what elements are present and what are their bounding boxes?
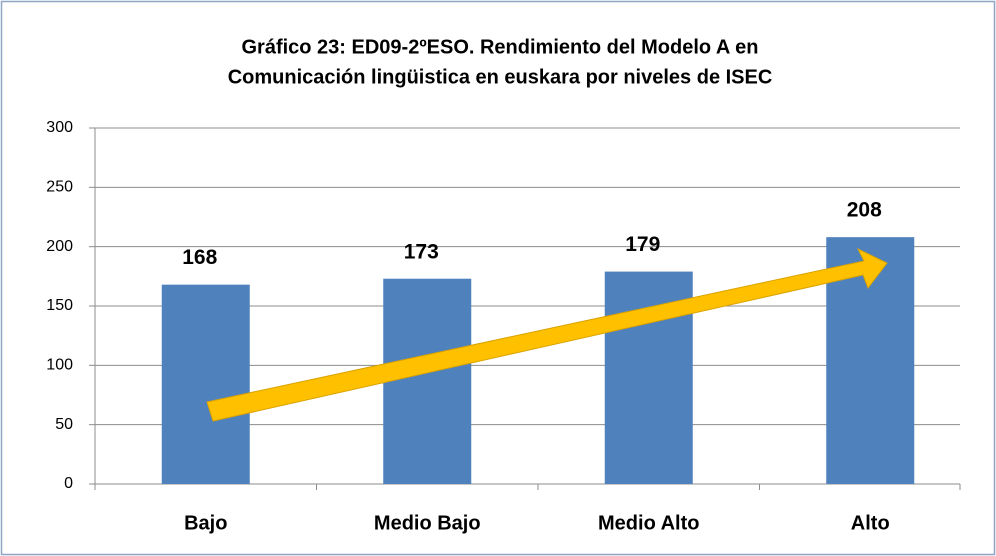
trend-arrow bbox=[206, 247, 888, 422]
y-tick-label: 100 bbox=[46, 357, 73, 374]
bar bbox=[161, 284, 250, 484]
data-label: 173 bbox=[404, 240, 439, 263]
x-tick-label: Bajo bbox=[184, 512, 227, 534]
y-tick-label: 200 bbox=[46, 238, 73, 255]
plot-area: 0 50 100 150 200 250 300 Bajo 168 Medio Bajo 173 Me… bbox=[46, 119, 961, 534]
data-label: 168 bbox=[182, 246, 217, 269]
x-tick-label: Alto bbox=[851, 512, 890, 534]
bar bbox=[383, 278, 472, 484]
y-tick-label: 250 bbox=[46, 179, 73, 196]
x-tick-label: Medio Bajo bbox=[374, 512, 481, 534]
chart-title: Gráfico 23: ED09-2ºESO. Rendimiento del … bbox=[241, 36, 758, 58]
chart-title: Comunicación lingüistica en euskara por … bbox=[228, 66, 773, 88]
data-label: 179 bbox=[625, 233, 660, 256]
data-label: 208 bbox=[847, 199, 882, 222]
y-tick-label: 300 bbox=[46, 119, 73, 136]
y-tick-label: 150 bbox=[46, 297, 73, 314]
y-tick-label: 0 bbox=[64, 475, 73, 492]
x-tick-label: Medio Alto bbox=[598, 512, 699, 534]
y-tick-label: 50 bbox=[55, 416, 73, 433]
